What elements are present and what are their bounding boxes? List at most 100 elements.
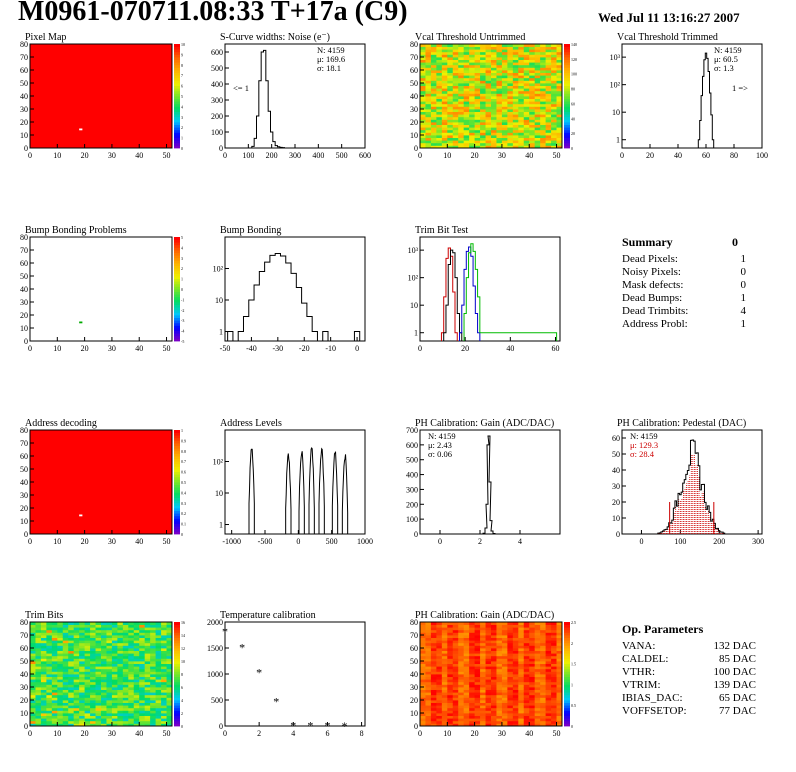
heatmap-cell — [545, 666, 552, 670]
heatmap-cell — [420, 88, 426, 92]
colorbar-segment — [174, 629, 180, 633]
heatmap-cell — [491, 124, 497, 128]
heatmap-cell — [133, 674, 140, 677]
heatmap-cell — [30, 694, 36, 698]
heatmap-cell — [30, 707, 36, 711]
heatmap-cell — [62, 661, 69, 664]
heatmap-cell — [452, 723, 459, 727]
heatmap-cell — [430, 101, 437, 105]
heatmap-cell — [117, 679, 124, 683]
heatmap-cell — [491, 142, 497, 146]
heatmap-cell — [469, 715, 476, 719]
heatmap-cell — [545, 114, 552, 118]
heatmap-cell — [491, 666, 497, 670]
heatmap-cell — [57, 666, 64, 670]
heatmap-cell — [436, 689, 443, 693]
heatmap-cell — [512, 57, 519, 60]
heatmap-cell — [133, 632, 140, 636]
heatmap-cell — [425, 103, 432, 107]
colorbar-segment — [174, 291, 180, 295]
heatmap-cell — [46, 632, 53, 636]
heatmap-cell — [430, 687, 437, 690]
heatmap-cell — [518, 70, 525, 73]
heatmap-cell — [30, 689, 36, 693]
heatmap-cell — [496, 59, 503, 63]
colorbar-segment — [564, 694, 570, 698]
heatmap-cell — [556, 90, 563, 94]
heatmap-cell — [90, 713, 96, 716]
heatmap-cell — [436, 692, 443, 696]
heatmap-cell — [144, 679, 151, 683]
heatmap-cell — [507, 88, 514, 92]
heatmap-cell — [452, 124, 459, 128]
heatmap-cell — [40, 627, 47, 631]
heatmap-cell — [166, 668, 173, 672]
heatmap-cell — [441, 668, 448, 672]
heatmap-cell — [441, 650, 448, 654]
heatmap-cell — [447, 723, 454, 727]
heatmap-cell — [545, 635, 552, 638]
heatmap-cell — [79, 720, 86, 724]
heatmap-cell — [420, 124, 426, 128]
heatmap-cell — [79, 713, 86, 716]
heatmap-cell — [35, 635, 42, 638]
colorbar-label: 0 — [181, 287, 183, 292]
heatmap-cell — [469, 103, 476, 107]
heatmap-cell — [161, 661, 167, 664]
heatmap-cell — [540, 103, 547, 107]
heatmap-cell — [545, 687, 552, 690]
heatmap-cell — [62, 681, 69, 685]
heatmap-cell — [30, 635, 36, 638]
heatmap-cell — [106, 650, 113, 654]
heatmap-cell — [84, 702, 91, 706]
heatmap-cell — [556, 101, 563, 105]
heatmap-cell — [512, 70, 519, 73]
heatmap-cell — [420, 705, 426, 709]
y-tick-label: 1 — [219, 328, 223, 337]
colorbar-label: 7 — [181, 73, 183, 78]
heatmap-cell — [518, 88, 525, 92]
heatmap-cell — [534, 707, 541, 711]
heatmap-cell — [73, 715, 80, 719]
heatmap-cell — [161, 671, 167, 675]
heatmap-cell — [133, 684, 140, 688]
x-tick-label: 20 — [81, 151, 89, 160]
heatmap-cell — [139, 658, 146, 662]
heatmap-cell — [501, 145, 508, 149]
heatmap-cell — [463, 645, 470, 649]
heatmap-cell — [117, 674, 124, 677]
heatmap-cell — [556, 127, 563, 131]
heatmap-cell — [512, 640, 519, 644]
heatmap-cell — [46, 642, 53, 646]
heatmap-cell — [501, 718, 508, 722]
heatmap-cell — [507, 129, 514, 133]
heatmap-cell — [452, 650, 459, 654]
heatmap-cell — [101, 624, 107, 628]
heatmap-cell — [95, 645, 102, 649]
heatmap-cell — [128, 718, 135, 722]
colorbar-segment — [174, 51, 180, 55]
heatmap-cell — [458, 713, 465, 716]
colorbar-label: 0.9 — [181, 438, 186, 443]
summary-label: Dead Trimbits: — [622, 305, 689, 317]
heatmap-cell — [458, 51, 465, 55]
heatmap-cell — [117, 681, 124, 685]
heatmap-cell — [436, 715, 443, 719]
heatmap-cell — [430, 75, 437, 79]
heatmap-cell — [507, 96, 514, 99]
heatmap-cell — [534, 127, 541, 131]
heatmap-cell — [507, 723, 514, 727]
heatmap-cell — [496, 103, 503, 107]
heatmap-cell — [523, 697, 530, 701]
heatmap-cell — [540, 629, 547, 633]
x-tick-label: 30 — [108, 537, 116, 546]
heatmap-cell — [155, 700, 162, 703]
heatmap-cell — [501, 90, 508, 94]
heatmap-cell — [545, 632, 552, 636]
y-tick-label: 60 — [20, 644, 28, 653]
colorbar-segment — [564, 132, 570, 136]
heatmap-cell — [166, 692, 173, 696]
heatmap-cell — [139, 655, 146, 659]
heatmap-cell — [523, 642, 530, 646]
heatmap-cell — [57, 658, 64, 662]
